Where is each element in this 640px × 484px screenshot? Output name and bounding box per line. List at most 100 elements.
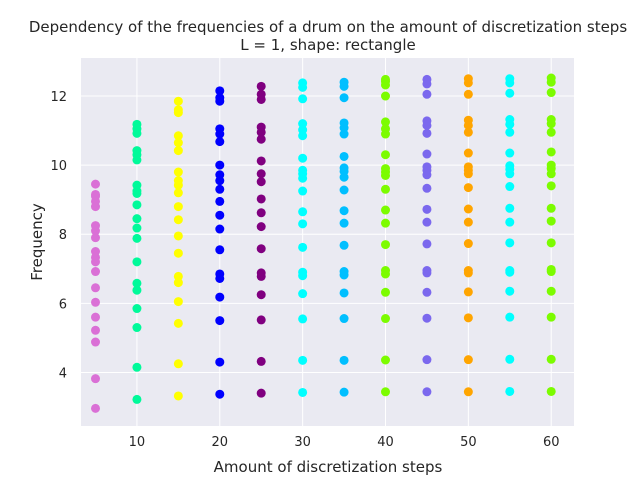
series-steps-15 <box>173 96 183 401</box>
data-point <box>422 162 432 172</box>
data-point <box>463 115 473 125</box>
data-point <box>298 153 308 163</box>
data-point <box>215 160 225 170</box>
data-point <box>546 312 556 322</box>
data-point <box>463 162 473 172</box>
data-point <box>381 117 390 127</box>
chart-title: Dependency of the frequencies of a drum … <box>29 18 627 36</box>
data-point <box>463 204 473 214</box>
y-tick-label: 10 <box>50 159 67 174</box>
series-steps-35 <box>339 77 349 397</box>
data-point <box>546 127 556 137</box>
data-point <box>339 355 349 365</box>
data-point <box>173 146 183 156</box>
y-axis-label: Frequency <box>28 203 46 281</box>
data-point <box>132 119 142 129</box>
data-point <box>256 156 266 166</box>
data-point <box>173 131 183 141</box>
data-point <box>463 127 473 137</box>
data-point <box>173 167 183 177</box>
data-point <box>91 283 100 293</box>
data-point <box>132 214 142 224</box>
data-point <box>422 89 432 99</box>
data-point <box>422 128 432 138</box>
data-point <box>173 188 183 198</box>
data-point <box>215 210 225 220</box>
data-point <box>132 257 142 267</box>
data-point <box>505 286 515 296</box>
data-points <box>91 73 556 413</box>
data-point <box>381 91 390 101</box>
data-point <box>546 216 556 226</box>
data-point <box>173 105 183 115</box>
series-steps-25 <box>256 81 266 398</box>
series-steps-60 <box>546 73 556 396</box>
data-point <box>339 118 349 128</box>
data-point <box>132 285 142 295</box>
data-point <box>298 219 308 229</box>
data-point <box>298 355 308 365</box>
data-point <box>381 287 390 297</box>
data-point <box>91 337 100 347</box>
x-tick-label: 20 <box>212 435 229 450</box>
data-point <box>339 163 349 173</box>
data-point <box>256 290 266 300</box>
data-point <box>132 323 142 333</box>
data-point <box>132 180 142 190</box>
data-point <box>215 86 225 96</box>
data-point <box>463 89 473 99</box>
data-point <box>546 115 556 125</box>
data-point <box>381 387 390 397</box>
data-point <box>91 403 100 413</box>
data-point <box>215 316 225 326</box>
data-point <box>463 217 473 227</box>
data-point <box>505 182 515 192</box>
data-point <box>173 271 183 281</box>
data-point <box>132 278 142 288</box>
data-point <box>215 184 225 194</box>
data-point <box>505 217 515 227</box>
data-point <box>256 315 266 325</box>
data-point <box>173 297 183 307</box>
data-point <box>132 223 142 233</box>
data-point <box>505 127 515 137</box>
data-point <box>339 93 349 103</box>
data-point <box>381 124 390 134</box>
data-point <box>256 169 266 179</box>
data-point <box>91 325 100 335</box>
data-point <box>463 148 473 158</box>
data-point <box>339 288 349 298</box>
y-tick-label: 6 <box>59 297 67 312</box>
data-point <box>215 124 225 134</box>
data-point <box>215 389 225 399</box>
data-point <box>546 88 556 98</box>
data-point <box>381 164 390 174</box>
data-point <box>463 313 473 323</box>
data-point <box>422 217 432 227</box>
y-tick-label: 4 <box>59 366 67 381</box>
data-point <box>546 286 556 296</box>
data-point <box>215 269 225 279</box>
data-point <box>173 176 183 186</box>
data-point <box>546 386 556 396</box>
data-point <box>132 394 142 404</box>
data-point <box>463 355 473 365</box>
data-point <box>422 387 432 397</box>
data-point <box>546 238 556 248</box>
data-point <box>173 359 183 369</box>
data-point <box>381 218 390 228</box>
data-point <box>215 137 225 147</box>
data-point <box>546 73 556 83</box>
data-point <box>256 122 266 132</box>
data-point <box>298 94 308 104</box>
data-point <box>298 289 308 299</box>
data-point <box>339 185 349 195</box>
data-point <box>381 240 390 250</box>
data-point <box>422 149 432 159</box>
data-point <box>339 267 349 277</box>
data-point <box>215 170 225 180</box>
data-point <box>422 287 432 297</box>
y-tick-label: 12 <box>50 90 67 105</box>
data-point <box>91 189 100 199</box>
